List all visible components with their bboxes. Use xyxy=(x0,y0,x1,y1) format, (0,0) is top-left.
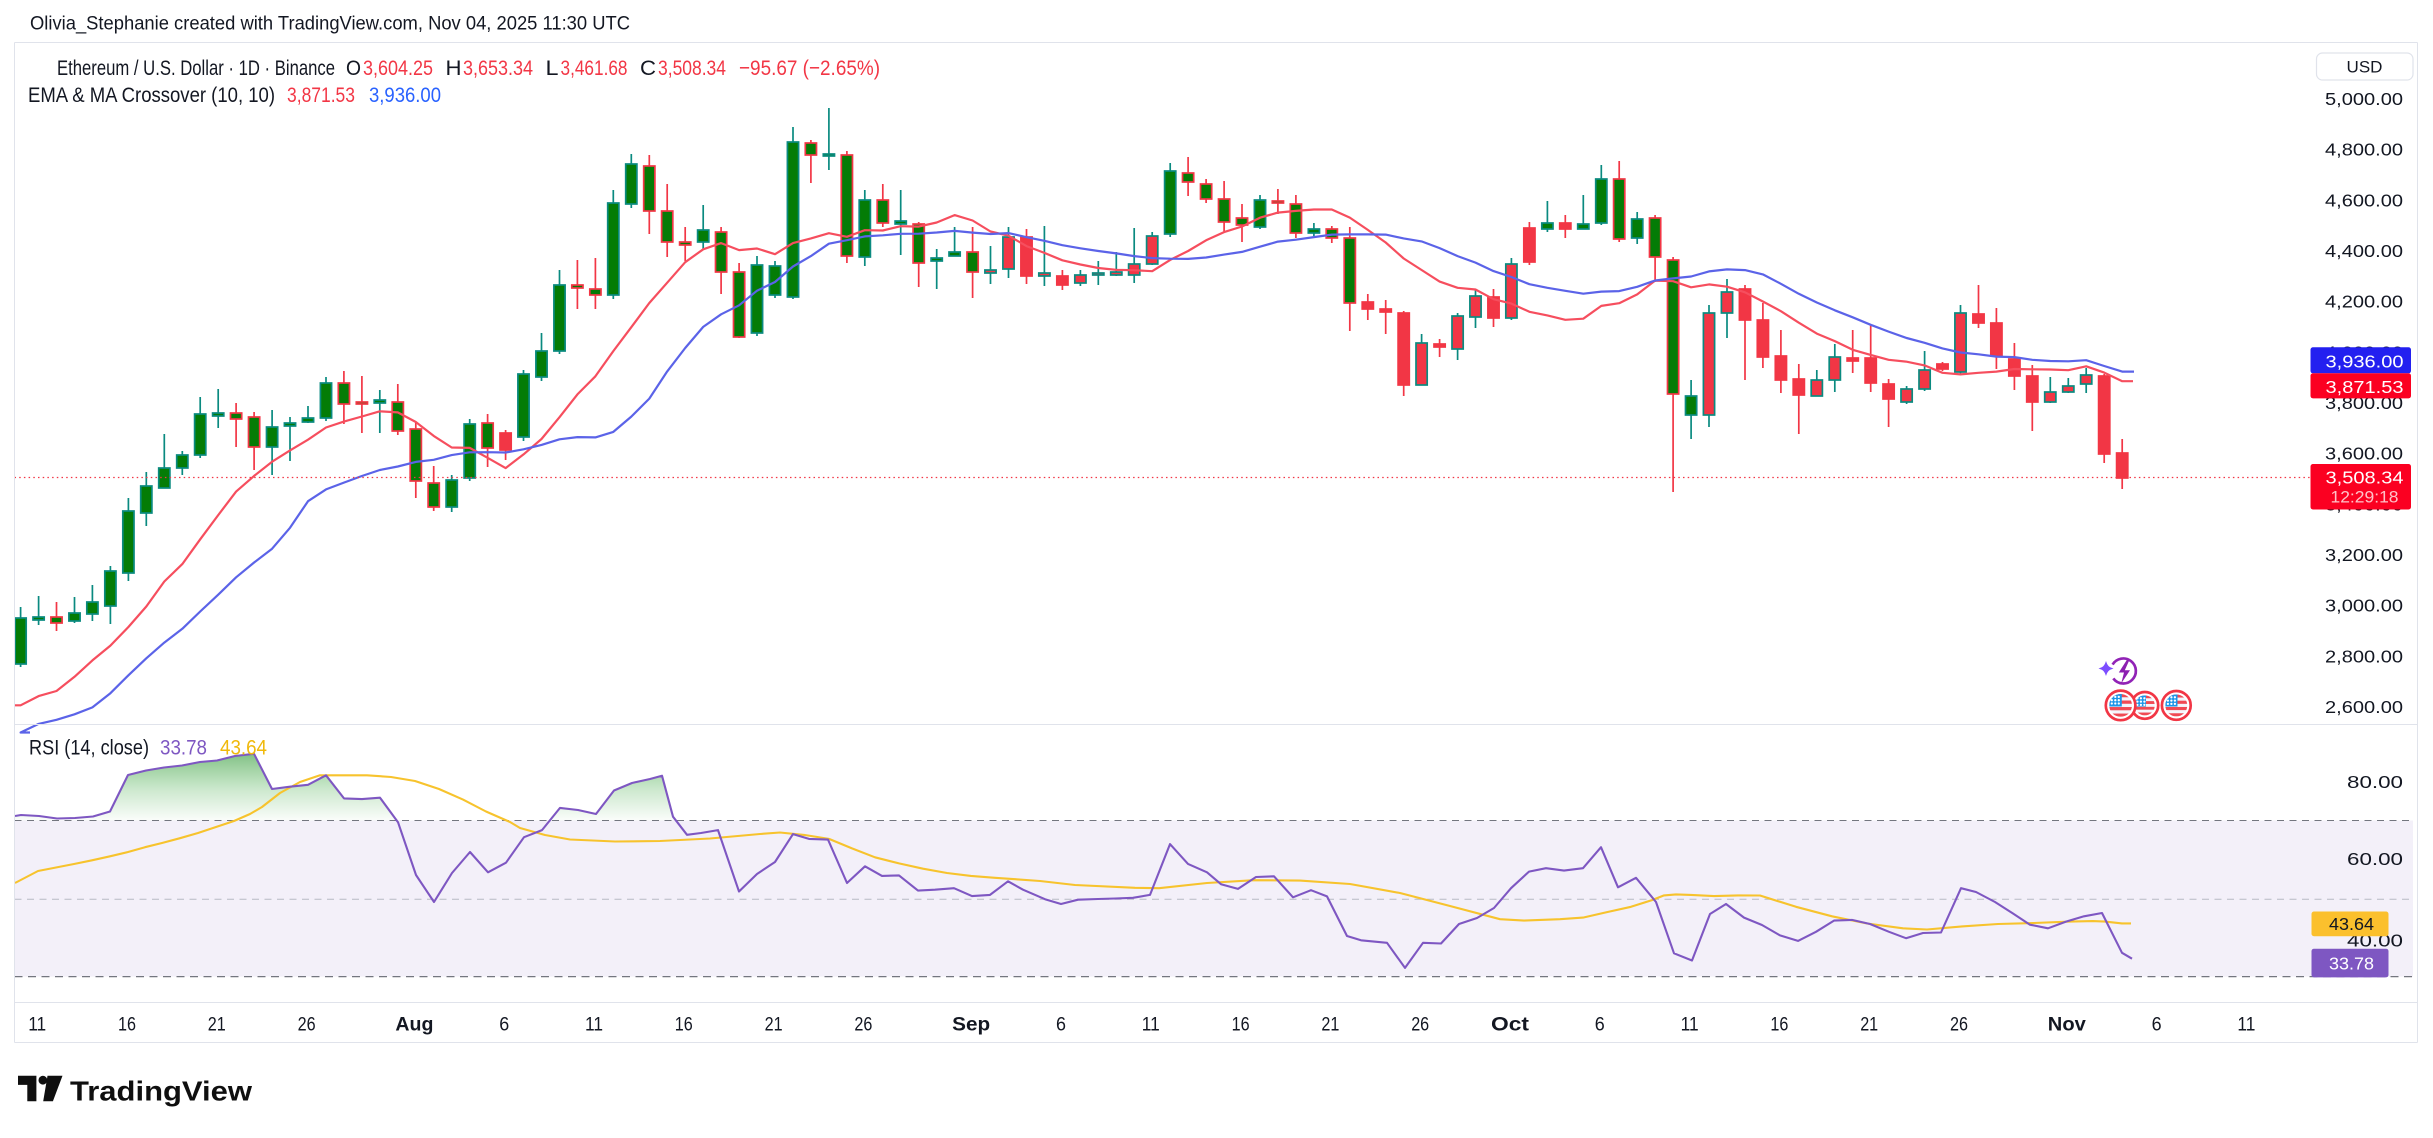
svg-text:2,800.00: 2,800.00 xyxy=(2325,646,2403,666)
svg-text:26: 26 xyxy=(854,1015,872,1036)
svg-text:11: 11 xyxy=(1142,1015,1160,1036)
svg-text:33.78: 33.78 xyxy=(160,736,207,760)
svg-text:Olivia_Stephanie created with: Olivia_Stephanie created with TradingVie… xyxy=(30,13,630,35)
svg-text:16: 16 xyxy=(1232,1015,1250,1036)
svg-text:USD: USD xyxy=(2347,58,2383,77)
svg-text:11: 11 xyxy=(28,1015,46,1036)
svg-text:60.00: 60.00 xyxy=(2347,849,2403,869)
svg-text:21: 21 xyxy=(765,1015,783,1036)
svg-text:Ethereum / U.S. Dollar · 1D ·: Ethereum / U.S. Dollar · 1D · Binance xyxy=(57,56,335,80)
svg-text:3,871.53: 3,871.53 xyxy=(2326,377,2404,397)
svg-text:3,508.34: 3,508.34 xyxy=(2326,468,2404,488)
svg-text:11: 11 xyxy=(2237,1015,2255,1036)
svg-text:26: 26 xyxy=(1950,1015,1968,1036)
svg-text:4,200.00: 4,200.00 xyxy=(2325,292,2403,312)
svg-text:6: 6 xyxy=(2152,1015,2162,1036)
svg-text:6: 6 xyxy=(499,1015,509,1036)
svg-text:−95.67 (−2.65%): −95.67 (−2.65%) xyxy=(739,56,880,80)
svg-text:4,800.00: 4,800.00 xyxy=(2325,140,2403,160)
svg-text:16: 16 xyxy=(1770,1015,1788,1036)
svg-text:26: 26 xyxy=(298,1015,316,1036)
svg-text:EMA & MA Crossover (10, 10): EMA & MA Crossover (10, 10) xyxy=(28,83,275,107)
svg-text:5,000.00: 5,000.00 xyxy=(2325,89,2403,109)
svg-text:3,871.53: 3,871.53 xyxy=(287,83,355,107)
svg-text:Aug: Aug xyxy=(395,1015,433,1036)
svg-text:21: 21 xyxy=(1321,1015,1339,1036)
svg-text:2,600.00: 2,600.00 xyxy=(2325,697,2403,717)
svg-text:16: 16 xyxy=(675,1015,693,1036)
svg-text:3,936.00: 3,936.00 xyxy=(369,83,441,107)
svg-text:11: 11 xyxy=(585,1015,603,1036)
svg-text:33.78: 33.78 xyxy=(2329,954,2374,974)
svg-text:3,000.00: 3,000.00 xyxy=(2325,596,2403,616)
svg-text:6: 6 xyxy=(1056,1015,1066,1036)
svg-text:21: 21 xyxy=(208,1015,226,1036)
svg-text:C: C xyxy=(640,56,656,80)
svg-text:4,600.00: 4,600.00 xyxy=(2325,190,2403,210)
svg-text:L: L xyxy=(546,56,559,80)
svg-text:4,400.00: 4,400.00 xyxy=(2325,241,2403,261)
svg-text:3,200.00: 3,200.00 xyxy=(2325,545,2403,565)
svg-text:3,508.34: 3,508.34 xyxy=(658,56,726,80)
svg-text:12:29:18: 12:29:18 xyxy=(2331,489,2399,507)
svg-text:Nov: Nov xyxy=(2048,1015,2086,1036)
svg-text:26: 26 xyxy=(1411,1015,1429,1036)
svg-text:21: 21 xyxy=(1860,1015,1878,1036)
svg-text:3,936.00: 3,936.00 xyxy=(2326,352,2404,372)
svg-text:Oct: Oct xyxy=(1491,1015,1530,1036)
svg-text:TradingView: TradingView xyxy=(70,1076,253,1107)
svg-text:RSI (14, close): RSI (14, close) xyxy=(29,736,149,760)
svg-text:6: 6 xyxy=(1595,1015,1605,1036)
svg-text:43.64: 43.64 xyxy=(220,736,267,760)
svg-text:H: H xyxy=(446,56,462,80)
svg-text:3,461.68: 3,461.68 xyxy=(561,56,628,80)
svg-text:3,600.00: 3,600.00 xyxy=(2325,444,2403,464)
svg-text:80.00: 80.00 xyxy=(2347,772,2403,792)
svg-text:16: 16 xyxy=(118,1015,136,1036)
svg-text:Sep: Sep xyxy=(952,1015,990,1036)
svg-text:3,604.25: 3,604.25 xyxy=(363,56,433,80)
svg-text:11: 11 xyxy=(1681,1015,1699,1036)
svg-text:3,653.34: 3,653.34 xyxy=(463,56,533,80)
svg-text:O: O xyxy=(346,56,361,80)
svg-text:43.64: 43.64 xyxy=(2329,914,2374,934)
